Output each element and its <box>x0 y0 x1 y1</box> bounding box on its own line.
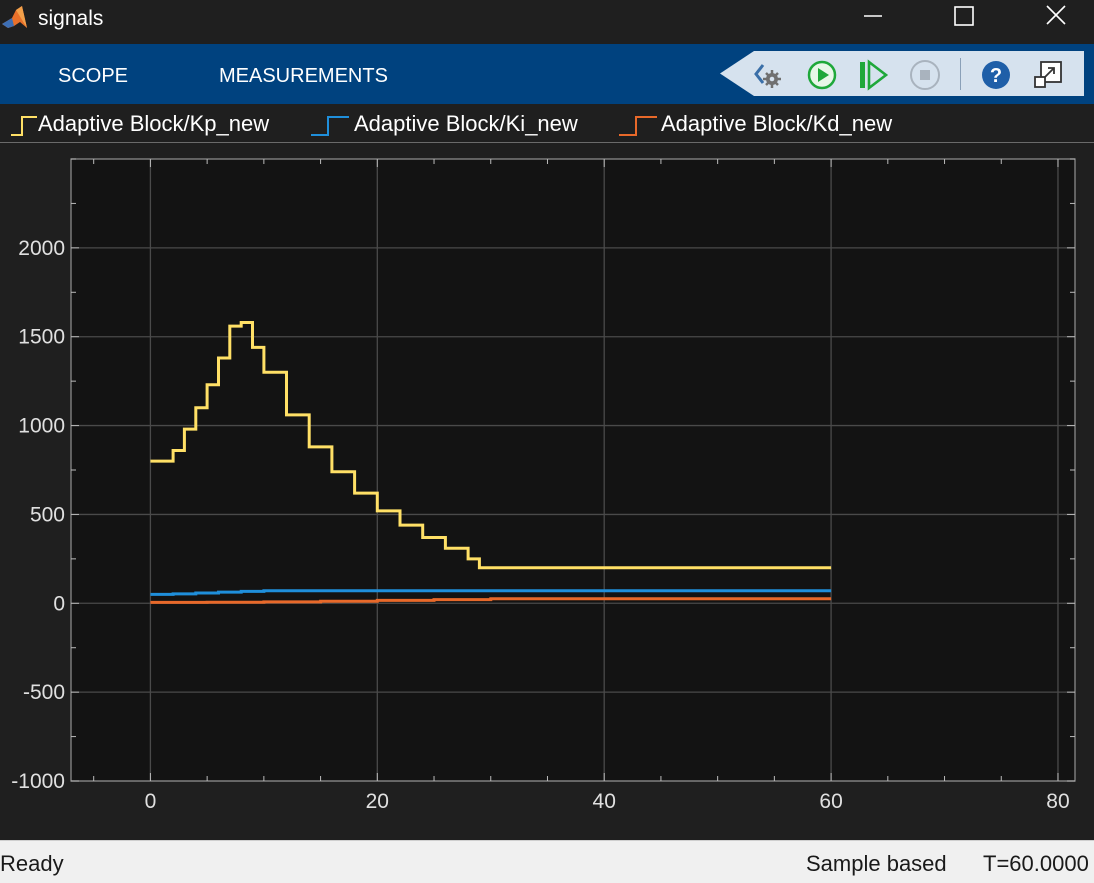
simulation-mode: Sample based <box>806 851 947 876</box>
legend: Adaptive Block/Kp_new Adaptive Block/Ki_… <box>0 104 1094 143</box>
scope-plot[interactable]: 0 20 40 60 80 -1000 -500 0 500 1000 1500 2000 <box>0 143 1094 840</box>
run-button[interactable] <box>806 59 837 90</box>
y-tick-label: 0 <box>53 592 65 615</box>
status-bar: Ready Sample based T=60.0000 <box>0 840 1094 883</box>
series-line-kd[interactable] <box>150 597 832 604</box>
x-tick-label: 0 <box>145 790 157 813</box>
minimize-button[interactable] <box>850 0 896 34</box>
legend-label: Adaptive Block/Kd_new <box>661 111 893 136</box>
tab-measurements[interactable]: MEASUREMENTS <box>219 65 388 87</box>
settings-icon <box>754 64 781 88</box>
x-tick-label: 20 <box>366 790 389 813</box>
toolstrip-divider <box>960 58 961 90</box>
toolstrip: SCOPE MEASUREMENTS <box>0 44 1094 104</box>
undock-button[interactable] <box>1032 59 1062 89</box>
maximize-icon <box>954 6 974 26</box>
close-icon <box>1046 5 1066 25</box>
series-line-kp[interactable] <box>150 321 832 570</box>
x-tick-label: 60 <box>819 790 842 813</box>
title-bar: signals <box>0 0 1094 44</box>
y-tick-label: 2000 <box>18 237 65 260</box>
undock-icon <box>1034 61 1062 88</box>
help-icon: ? <box>982 61 1010 89</box>
legend-label: Adaptive Block/Kp_new <box>38 111 270 136</box>
tab-scope[interactable]: SCOPE <box>58 65 129 87</box>
matlab-logo-icon <box>2 6 27 28</box>
stop-button[interactable] <box>909 59 940 90</box>
axes-background <box>71 159 1075 781</box>
settings-button[interactable] <box>753 59 783 89</box>
y-tick-label: -1000 <box>11 770 65 793</box>
y-tick-label: 1500 <box>18 326 65 349</box>
legend-label: Adaptive Block/Ki_new <box>354 111 578 136</box>
y-tick-label: -500 <box>23 681 65 704</box>
run-icon <box>807 60 837 90</box>
x-tick-label: 40 <box>593 790 616 813</box>
status-text: Ready <box>0 851 64 876</box>
y-tick-label: 500 <box>30 503 65 526</box>
help-button[interactable]: ? <box>980 59 1010 89</box>
x-tick-label: 80 <box>1046 790 1069 813</box>
series-line-ki[interactable] <box>150 589 832 596</box>
step-line-icon <box>311 116 349 136</box>
step-forward-icon <box>860 59 889 91</box>
close-button[interactable] <box>1034 0 1080 34</box>
svg-text:?: ? <box>990 65 1002 87</box>
y-tick-label: 1000 <box>18 415 65 438</box>
minimize-icon <box>864 15 882 17</box>
window-title: signals <box>38 7 104 30</box>
step-line-icon <box>619 116 657 136</box>
step-line-icon <box>11 116 37 136</box>
step-forward-button[interactable] <box>857 59 889 91</box>
simulation-button-panel: ? <box>720 51 1084 96</box>
simulation-time: T=60.0000 <box>983 851 1089 876</box>
maximize-button[interactable] <box>942 0 988 34</box>
stop-icon <box>910 60 940 90</box>
